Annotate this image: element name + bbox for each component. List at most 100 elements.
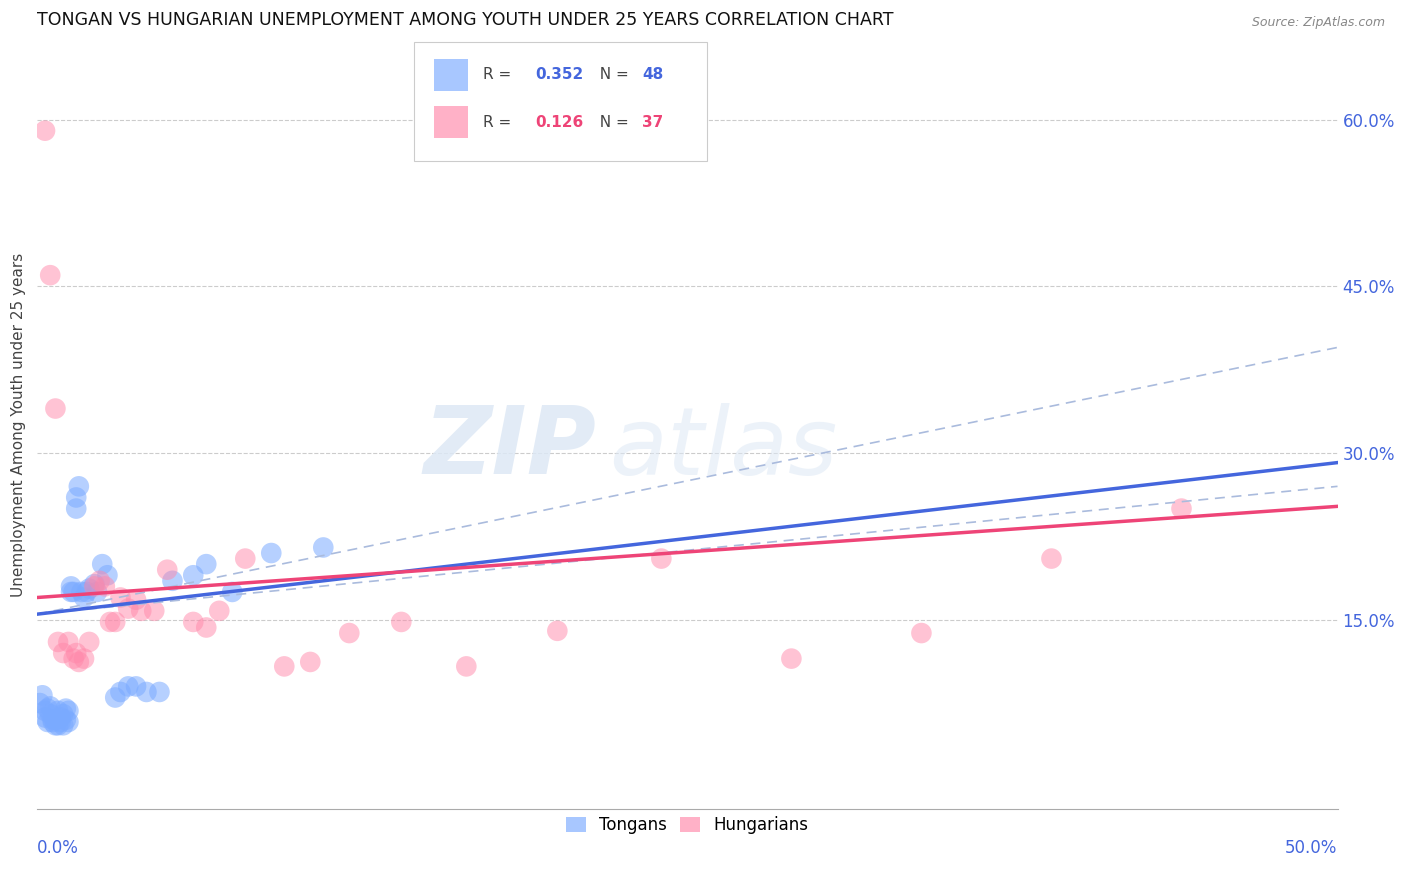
Point: [65, 501, 87, 516]
Point: [273, 659, 295, 673]
Point: [456, 659, 478, 673]
Text: 48: 48: [643, 67, 664, 82]
Point: [77, 635, 100, 649]
Point: [208, 604, 231, 618]
Text: R =: R =: [484, 67, 516, 82]
Point: [91, 557, 114, 571]
Text: 37: 37: [643, 115, 664, 130]
Text: TONGAN VS HUNGARIAN UNEMPLOYMENT AMONG YOUTH UNDER 25 YEARS CORRELATION CHART: TONGAN VS HUNGARIAN UNEMPLOYMENT AMONG Y…: [37, 11, 894, 29]
Point: [195, 557, 218, 571]
Point: [96, 568, 118, 582]
Point: [55, 713, 77, 727]
Point: [28, 696, 51, 710]
Point: [39, 268, 62, 282]
Point: [39, 699, 62, 714]
Point: [34, 704, 56, 718]
Point: [39, 707, 62, 722]
Point: [58, 704, 80, 718]
Point: [98, 615, 121, 629]
Point: [125, 592, 148, 607]
Point: [89, 574, 111, 588]
Text: 0.0%: 0.0%: [37, 839, 79, 857]
Point: [135, 685, 157, 699]
Point: [37, 714, 59, 729]
Text: N =: N =: [591, 115, 634, 130]
Point: [181, 615, 204, 629]
Point: [260, 546, 283, 560]
Point: [67, 655, 90, 669]
Point: [129, 604, 152, 618]
Point: [910, 626, 932, 640]
Point: [148, 685, 170, 699]
Point: [1170, 501, 1192, 516]
Point: [44, 713, 66, 727]
Text: atlas: atlas: [609, 402, 838, 494]
Point: [125, 680, 148, 694]
Text: N =: N =: [591, 67, 634, 82]
Point: [117, 601, 139, 615]
Point: [73, 651, 96, 665]
Point: [62, 651, 84, 665]
Point: [156, 563, 179, 577]
Text: 0.352: 0.352: [536, 67, 583, 82]
Point: [94, 579, 117, 593]
Point: [221, 585, 243, 599]
Point: [780, 651, 803, 665]
Point: [44, 401, 66, 416]
Point: [49, 710, 72, 724]
Point: [37, 701, 59, 715]
Point: [52, 646, 75, 660]
Point: [34, 124, 56, 138]
Point: [42, 714, 65, 729]
Point: [49, 714, 72, 729]
Point: [104, 690, 127, 705]
Point: [76, 585, 98, 599]
Point: [110, 591, 132, 605]
Point: [233, 551, 256, 566]
Point: [83, 579, 105, 593]
Y-axis label: Unemployment Among Youth under 25 years: Unemployment Among Youth under 25 years: [11, 253, 27, 598]
Point: [110, 685, 132, 699]
Text: 50.0%: 50.0%: [1285, 839, 1337, 857]
Point: [34, 710, 56, 724]
Point: [77, 582, 100, 596]
Point: [52, 707, 75, 722]
Point: [58, 635, 80, 649]
Point: [46, 718, 69, 732]
Point: [46, 635, 69, 649]
FancyBboxPatch shape: [415, 42, 707, 161]
Point: [162, 574, 184, 588]
Point: [67, 479, 90, 493]
Point: [73, 591, 96, 605]
Point: [650, 551, 672, 566]
Point: [58, 714, 80, 729]
FancyBboxPatch shape: [434, 106, 468, 138]
Point: [143, 604, 166, 618]
Point: [70, 585, 93, 599]
Point: [312, 541, 335, 555]
Point: [46, 704, 69, 718]
Text: ZIP: ZIP: [423, 402, 596, 494]
Point: [60, 579, 83, 593]
FancyBboxPatch shape: [434, 59, 468, 91]
Point: [104, 615, 127, 629]
Point: [86, 585, 108, 599]
Point: [44, 718, 66, 732]
Legend: Tongans, Hungarians: Tongans, Hungarians: [558, 808, 817, 843]
Point: [62, 585, 84, 599]
Point: [65, 646, 87, 660]
Text: Source: ZipAtlas.com: Source: ZipAtlas.com: [1251, 16, 1385, 29]
Point: [117, 680, 139, 694]
Point: [83, 577, 105, 591]
Point: [42, 713, 65, 727]
Point: [389, 615, 412, 629]
Point: [60, 585, 83, 599]
Text: 0.126: 0.126: [536, 115, 583, 130]
Point: [337, 626, 360, 640]
Point: [55, 701, 77, 715]
Point: [31, 688, 53, 702]
Point: [1040, 551, 1063, 566]
Point: [546, 624, 568, 638]
Point: [52, 718, 75, 732]
Point: [181, 568, 204, 582]
